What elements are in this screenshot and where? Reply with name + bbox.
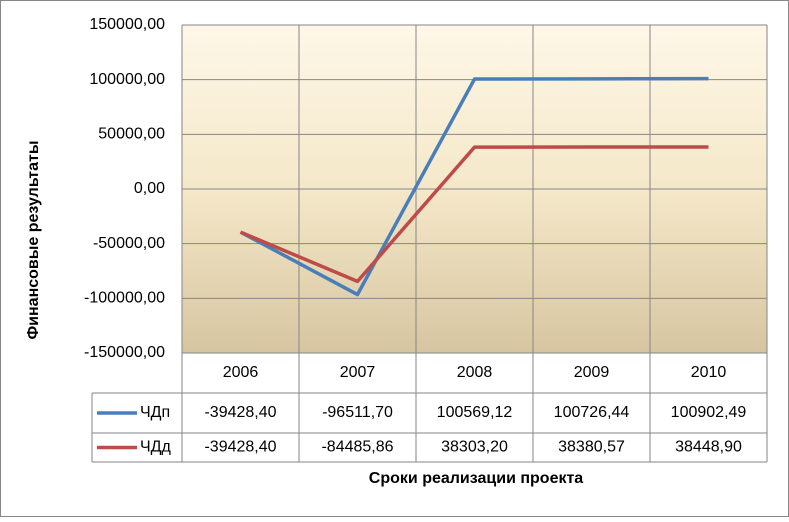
table-value: 100569,12	[437, 404, 513, 421]
table-value: 100726,44	[554, 404, 630, 421]
table-value: -39428,40	[204, 439, 276, 456]
table-value: 38303,20	[441, 439, 508, 456]
x-tick-label: 2009	[574, 364, 610, 381]
x-axis-title: Сроки реализации проекта	[369, 470, 584, 487]
x-tick-label: 2010	[691, 364, 727, 381]
y-tick-label: 150000,00	[89, 16, 165, 33]
table-value: 100902,49	[671, 404, 747, 421]
table-value: -39428,40	[204, 404, 276, 421]
y-tick-label: 50000,00	[98, 126, 165, 143]
y-tick-label: -50000,00	[93, 235, 165, 252]
y-tick-label: -100000,00	[84, 290, 165, 307]
series-line	[239, 145, 709, 284]
y-tick-label: 100000,00	[89, 71, 165, 88]
table-value: 38448,90	[675, 439, 742, 456]
legend-label: ЧДп	[140, 404, 170, 421]
table-value: -84485,86	[321, 439, 393, 456]
x-tick-label: 2008	[457, 364, 493, 381]
x-tick-label: 2007	[340, 364, 376, 381]
table-value: -96511,70	[322, 404, 393, 421]
y-axis-title: Финансовые результаты	[25, 141, 42, 340]
series-line	[239, 76, 709, 297]
y-tick-label: 0,00	[134, 180, 165, 197]
y-tick-label: -150000,00	[84, 344, 165, 361]
x-tick-label: 2006	[223, 364, 259, 381]
table-value: 38380,57	[558, 439, 625, 456]
legend-label: ЧДд	[140, 439, 172, 456]
